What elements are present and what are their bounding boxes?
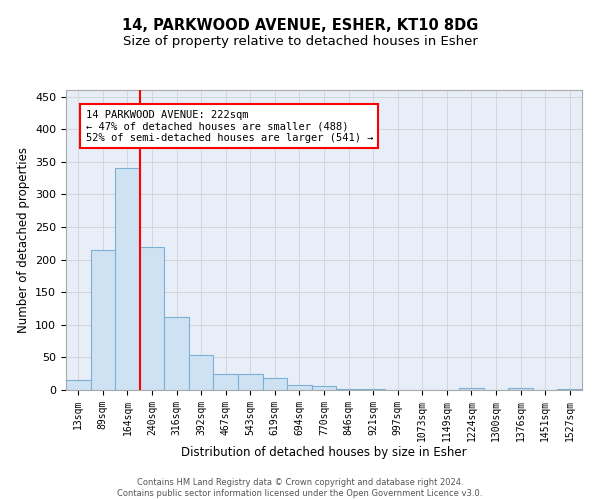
Text: 14 PARKWOOD AVENUE: 222sqm
← 47% of detached houses are smaller (488)
52% of sem: 14 PARKWOOD AVENUE: 222sqm ← 47% of deta…: [86, 110, 373, 143]
Bar: [140, 246, 164, 390]
Y-axis label: Number of detached properties: Number of detached properties: [17, 147, 29, 333]
Text: Contains HM Land Registry data © Crown copyright and database right 2024.
Contai: Contains HM Land Registry data © Crown c…: [118, 478, 482, 498]
Bar: [508, 388, 533, 390]
Bar: [91, 250, 115, 390]
Text: Size of property relative to detached houses in Esher: Size of property relative to detached ho…: [122, 35, 478, 48]
Text: 14, PARKWOOD AVENUE, ESHER, KT10 8DG: 14, PARKWOOD AVENUE, ESHER, KT10 8DG: [122, 18, 478, 32]
Bar: [557, 388, 582, 390]
Bar: [263, 378, 287, 390]
Bar: [189, 356, 214, 390]
Bar: [214, 374, 238, 390]
Bar: [115, 168, 140, 390]
Bar: [312, 386, 336, 390]
X-axis label: Distribution of detached houses by size in Esher: Distribution of detached houses by size …: [181, 446, 467, 460]
Bar: [459, 388, 484, 390]
Bar: [238, 374, 263, 390]
Bar: [287, 385, 312, 390]
Bar: [164, 317, 189, 390]
Bar: [361, 388, 385, 390]
Bar: [66, 380, 91, 390]
Bar: [336, 388, 361, 390]
